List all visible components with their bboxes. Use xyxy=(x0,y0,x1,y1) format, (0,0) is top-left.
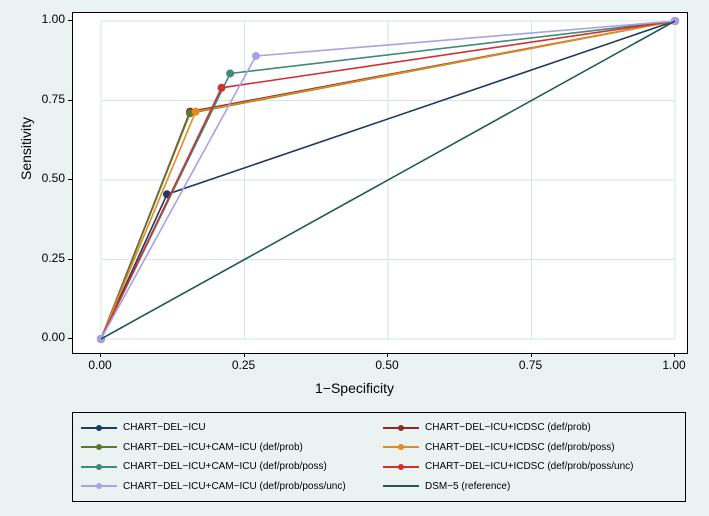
legend-label: CHART−DEL−ICU+ICDSC (def/prob/poss) xyxy=(425,442,615,453)
y-tick-label: 1.00 xyxy=(25,12,65,26)
legend-item: CHART−DEL−ICU xyxy=(81,419,375,437)
x-tick-mark xyxy=(531,353,532,357)
x-tick-label: 0.75 xyxy=(511,358,551,372)
legend-item: CHART−DEL−ICU+CAM−ICU (def/prob) xyxy=(81,439,375,457)
legend-swatch xyxy=(81,462,117,472)
x-tick-mark xyxy=(100,353,101,357)
chart-svg xyxy=(73,13,687,353)
legend-swatch xyxy=(383,481,419,491)
x-axis-title: 1−Specificity xyxy=(255,380,455,396)
series-marker xyxy=(218,84,226,92)
legend-item: CHART−DEL−ICU+CAM−ICU (def/prob/poss/unc… xyxy=(81,478,375,496)
legend: CHART−DEL−ICU CHART−DEL−ICU+ICDSC (def/pr… xyxy=(72,412,686,502)
figure-container: Sensitivity 1−Specificity 0.000.250.500.… xyxy=(0,0,709,516)
y-tick-mark xyxy=(68,100,72,101)
y-tick-label: 0.75 xyxy=(25,92,65,106)
plot-area xyxy=(72,12,688,354)
x-tick-label: 1.00 xyxy=(654,358,694,372)
y-tick-mark xyxy=(68,259,72,260)
y-tick-mark xyxy=(68,20,72,21)
legend-label: CHART−DEL−ICU xyxy=(123,422,206,433)
x-tick-mark xyxy=(674,353,675,357)
legend-swatch xyxy=(383,462,419,472)
y-tick-mark xyxy=(68,338,72,339)
x-tick-label: 0.00 xyxy=(80,358,120,372)
legend-item: CHART−DEL−ICU+ICDSC (def/prob) xyxy=(383,419,677,437)
legend-swatch xyxy=(81,442,117,452)
legend-swatch xyxy=(81,481,117,491)
legend-label: CHART−DEL−ICU+ICDSC (def/prob/poss/unc) xyxy=(425,461,634,472)
series-marker xyxy=(226,69,234,77)
legend-swatch xyxy=(383,423,419,433)
legend-label: DSM−5 (reference) xyxy=(425,481,510,492)
y-tick-label: 0.25 xyxy=(25,251,65,265)
x-tick-label: 0.50 xyxy=(367,358,407,372)
series-marker xyxy=(192,108,200,116)
series-marker xyxy=(252,52,260,60)
legend-item: CHART−DEL−ICU+ICDSC (def/prob/poss) xyxy=(383,439,677,457)
legend-item: CHART−DEL−ICU+CAM−ICU (def/prob/poss) xyxy=(81,458,375,476)
legend-label: CHART−DEL−ICU+CAM−ICU (def/prob/poss) xyxy=(123,461,327,472)
x-tick-mark xyxy=(387,353,388,357)
legend-label: CHART−DEL−ICU+CAM−ICU (def/prob) xyxy=(123,442,303,453)
legend-item: CHART−DEL−ICU+ICDSC (def/prob/poss/unc) xyxy=(383,458,677,476)
y-tick-label: 0.50 xyxy=(25,171,65,185)
x-tick-mark xyxy=(244,353,245,357)
legend-swatch xyxy=(81,423,117,433)
y-tick-label: 0.00 xyxy=(25,330,65,344)
y-tick-mark xyxy=(68,179,72,180)
legend-item: DSM−5 (reference) xyxy=(383,478,677,496)
legend-label: CHART−DEL−ICU+ICDSC (def/prob) xyxy=(425,422,591,433)
legend-label: CHART−DEL−ICU+CAM−ICU (def/prob/poss/unc… xyxy=(123,481,346,492)
x-tick-label: 0.25 xyxy=(224,358,264,372)
legend-swatch xyxy=(383,442,419,452)
